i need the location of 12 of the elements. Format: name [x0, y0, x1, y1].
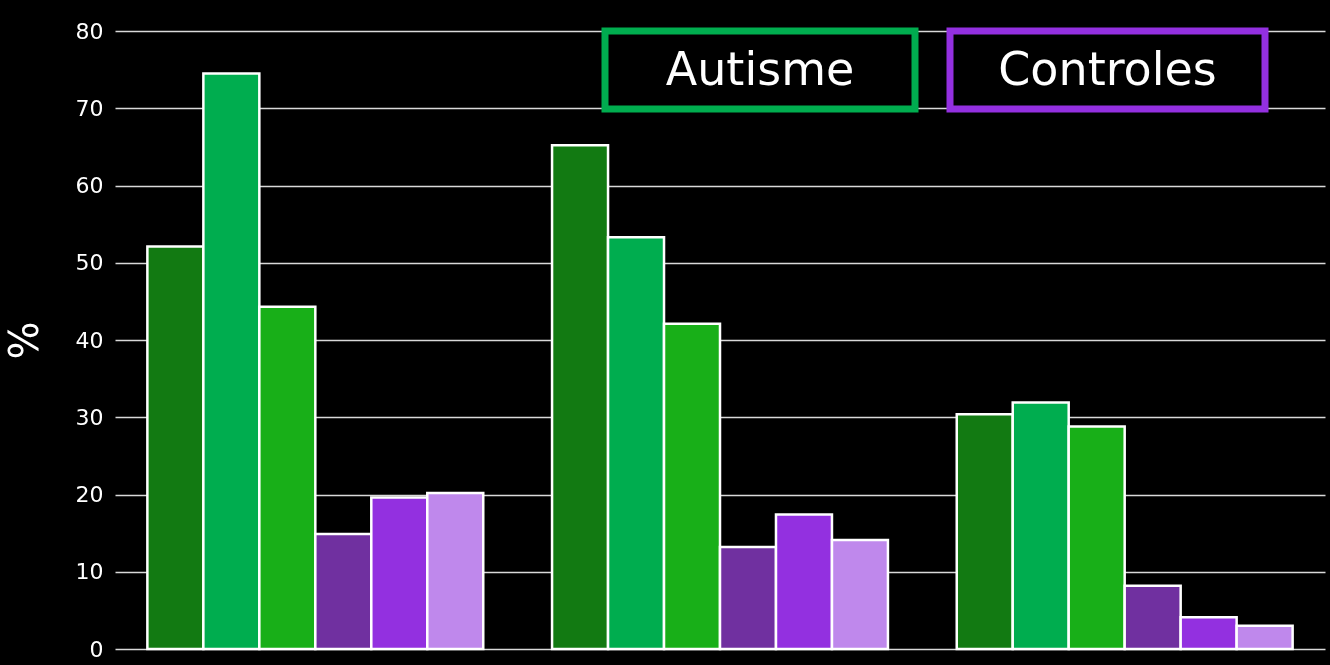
y-tick-label: 50 — [75, 250, 104, 276]
annotation: Autisme — [665, 42, 855, 96]
y-tick-label: 10 — [75, 559, 104, 585]
annotation: Controles — [998, 42, 1217, 96]
y-tick-label: 40 — [75, 327, 104, 353]
y-tick-label: 20 — [75, 482, 104, 507]
y-axis-title: % — [0, 321, 47, 360]
y-tick-label: 80 — [75, 18, 104, 44]
y-tick-label: 30 — [75, 404, 104, 430]
y-tick-label: 60 — [75, 173, 104, 198]
y-tick-label: 0 — [89, 636, 104, 662]
y-tick-label: 70 — [75, 95, 104, 121]
